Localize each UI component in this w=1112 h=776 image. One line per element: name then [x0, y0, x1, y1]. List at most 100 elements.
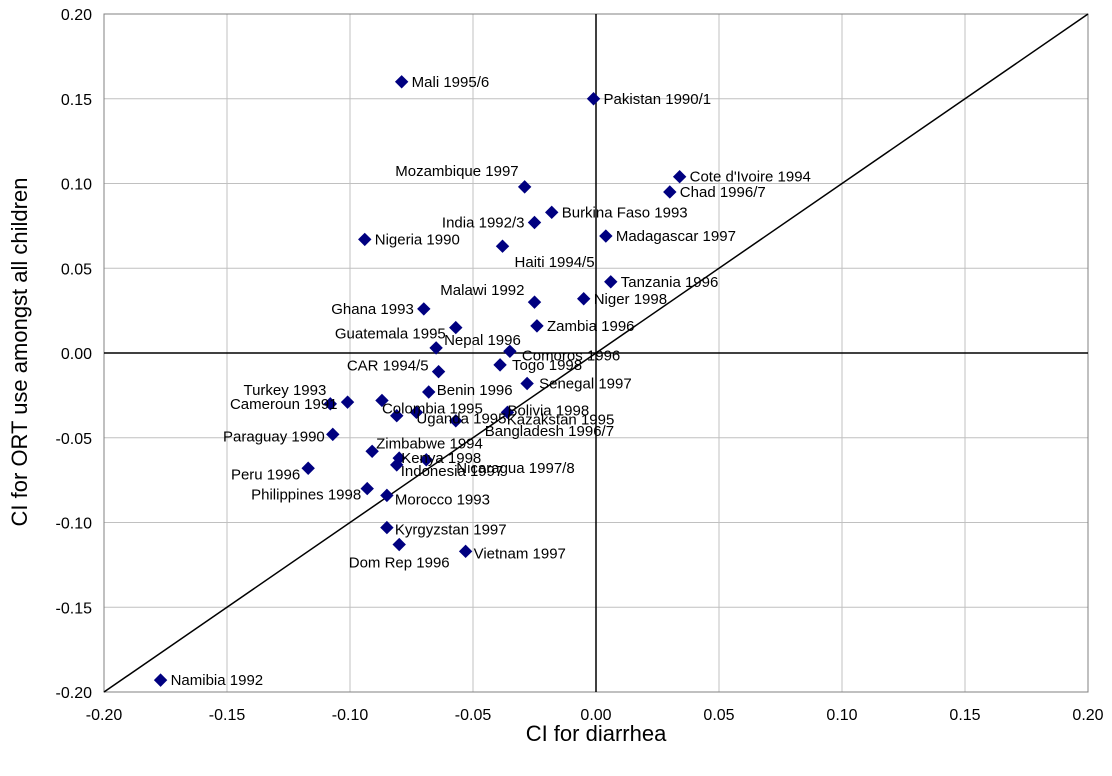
data-point-label: Guatemala 1995 — [335, 326, 446, 343]
data-point-label: Bangladesh 1996/7 — [485, 423, 614, 440]
data-point-label: Turkey 1993 — [243, 382, 326, 399]
data-point-label: CAR 1994/5 — [347, 358, 429, 375]
data-point-marker — [375, 393, 389, 408]
data-point-label: Vietnam 1997 — [474, 545, 566, 562]
data-point-marker — [380, 488, 394, 503]
data-point-marker — [358, 232, 372, 247]
x-tick-label: -0.15 — [209, 707, 246, 724]
data-point-label: Indonesia 1997 — [401, 463, 504, 480]
data-point-label: Nepal 1996 — [444, 332, 521, 349]
reference-line-layer — [103, 13, 1089, 693]
data-point-label: Kyrgyzstan 1997 — [395, 522, 507, 539]
data-point-label: Kenya 1998 — [401, 450, 481, 467]
data-point-label: Paraguay 1990 — [223, 428, 325, 445]
data-point-marker — [503, 344, 517, 359]
data-point-marker — [422, 385, 436, 399]
data-point-label: Peru 1996 — [231, 466, 300, 483]
data-point-marker — [390, 458, 404, 472]
y-tick-label: 0.05 — [61, 261, 92, 278]
data-point-marker — [663, 185, 677, 199]
data-point-label: Malawi 1992 — [440, 282, 524, 299]
data-point-marker — [153, 673, 168, 687]
data-point-label: Philippines 1998 — [251, 487, 361, 504]
x-axis-title: CI for diarrhea — [526, 721, 667, 746]
data-point-marker — [586, 92, 601, 106]
data-point-label: Dom Rep 1996 — [349, 555, 450, 572]
data-point-label: Morocco 1993 — [395, 491, 490, 508]
data-point-marker — [417, 302, 431, 316]
y-tick-label: -0.20 — [56, 685, 93, 702]
x-tick-label: -0.20 — [86, 707, 123, 724]
data-point-label: Tanzania 1996 — [621, 274, 719, 291]
data-point-label: Comoros 1996 — [522, 347, 620, 364]
tick-labels: -0.20 -0.15 -0.10 -0.05 0.00 0.05 0.10 0.15 0.20… — [56, 7, 1104, 724]
data-point-label: Niger 1998 — [594, 291, 667, 308]
data-point-marker — [326, 427, 340, 442]
data-point-label: Namibia 1992 — [171, 672, 264, 689]
y-tick-label: 0.15 — [61, 92, 92, 109]
reference-line-y-equals-x — [103, 13, 1089, 693]
data-point-label: Zimbabwe 1994 — [376, 435, 483, 452]
data-point-marker — [340, 395, 355, 409]
data-point-label: Togo 1998 — [512, 357, 582, 374]
data-point-marker — [527, 295, 542, 309]
data-point-label: Haiti 1994/5 — [515, 254, 595, 271]
data-point-label: Senegal 1997 — [539, 376, 632, 393]
data-point-marker — [576, 292, 591, 306]
data-point-marker — [394, 75, 409, 89]
data-point-marker — [380, 520, 394, 535]
data-point-marker — [545, 205, 559, 220]
data-point-marker — [431, 364, 446, 379]
data-point-label: Kazakstan 1995 — [507, 412, 615, 429]
data-point-marker — [301, 461, 315, 475]
data-point-marker — [520, 376, 534, 391]
x-tick-label: 0.20 — [1072, 707, 1103, 724]
y-tick-label: 0.10 — [61, 177, 92, 194]
data-point-marker — [495, 239, 510, 253]
data-point-marker — [419, 453, 433, 467]
data-point-marker — [390, 409, 404, 423]
y-tick-label: -0.05 — [56, 431, 93, 448]
data-point-marker — [599, 229, 613, 243]
y-axis-title: CI for ORT use amongst all children — [7, 178, 32, 527]
data-point-label: Chad 1996/7 — [680, 184, 766, 201]
x-tick-label: 0.10 — [826, 707, 857, 724]
data-point-marker — [360, 481, 374, 496]
data-point-marker — [517, 180, 532, 194]
data-point-label: Madagascar 1997 — [616, 228, 736, 245]
data-point-marker — [527, 215, 542, 230]
data-point-label: Colombia 1995 — [382, 400, 483, 417]
data-point-label: Nigeria 1990 — [375, 231, 460, 248]
data-point-marker — [449, 414, 463, 428]
y-tick-label: -0.15 — [56, 600, 93, 617]
x-tick-label: 0.15 — [949, 707, 980, 724]
y-tick-label: 0.00 — [61, 346, 92, 363]
point-labels: Mali 1995/6 Pakistan 1990/1 Cote d'Ivoire … — [171, 74, 811, 689]
data-point-label: Mozambique 1997 — [395, 163, 518, 180]
data-point-label: India 1992/3 — [442, 214, 525, 231]
data-point-marker — [449, 320, 463, 335]
data-point-label: Nicaragua 1997/8 — [456, 460, 574, 477]
data-point-label: Ghana 1993 — [331, 301, 414, 318]
data-point-label: Burkina Faso 1993 — [562, 204, 688, 221]
data-point-label: Uganda 1995 — [416, 410, 506, 427]
data-point-marker — [530, 319, 544, 333]
data-point-marker — [429, 341, 443, 355]
data-point-marker — [458, 544, 473, 559]
data-point-marker — [323, 397, 338, 411]
data-point-label: Benin 1996 — [437, 382, 513, 399]
data-point-marker — [604, 275, 618, 289]
data-point-label: Mali 1995/6 — [412, 74, 490, 91]
data-point-marker — [500, 405, 515, 420]
x-tick-label: -0.05 — [455, 707, 492, 724]
data-point-marker — [392, 537, 406, 552]
data-point-label: Bolivia 1998 — [507, 402, 589, 419]
data-point-label: Pakistan 1990/1 — [604, 91, 712, 108]
x-tick-label: 0.05 — [703, 707, 734, 724]
x-tick-label: -0.10 — [332, 707, 369, 724]
data-point-marker — [409, 405, 424, 420]
data-point-marker — [493, 358, 507, 372]
data-point-marker — [672, 170, 687, 184]
data-point-label: Zambia 1996 — [547, 318, 635, 335]
